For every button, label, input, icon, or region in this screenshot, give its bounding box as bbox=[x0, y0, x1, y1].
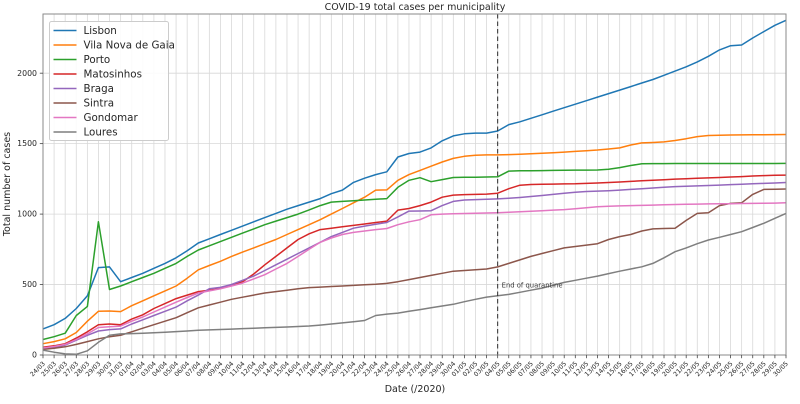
y-tick-label: 1500 bbox=[17, 139, 37, 148]
legend-label: Gondomar bbox=[84, 112, 139, 124]
y-axis-label: Total number of cases bbox=[2, 132, 13, 237]
legend-label: Loures bbox=[84, 127, 118, 139]
series-line-gondomar bbox=[42, 202, 787, 349]
series-line-sintra bbox=[42, 188, 787, 351]
y-tick-label: 1000 bbox=[17, 210, 37, 219]
series-line-vila-nova-de-gaia bbox=[42, 133, 787, 345]
legend-label: Porto bbox=[84, 54, 111, 66]
plot-border bbox=[42, 13, 787, 356]
legend-label: Sintra bbox=[84, 98, 115, 110]
chart-title: COVID-19 total cases per municipality bbox=[325, 2, 506, 13]
series-line-porto bbox=[42, 162, 787, 341]
legend-label: Braga bbox=[84, 83, 114, 95]
x-axis-label: Date (/2020) bbox=[385, 384, 446, 395]
series-line-matosinhos bbox=[42, 174, 787, 349]
legend: Lisbon Vila Nova de Gaia Porto Matosinhos Br… bbox=[49, 21, 175, 141]
legend-label: Lisbon bbox=[84, 25, 117, 37]
y-tick-label: 0 bbox=[32, 351, 37, 360]
legend-box bbox=[49, 21, 169, 141]
series-line-braga bbox=[42, 181, 787, 350]
y-tick-label: 2000 bbox=[17, 69, 37, 78]
y-tick-label: 500 bbox=[22, 280, 37, 289]
legend-label: Matosinhos bbox=[84, 69, 142, 81]
legend-label: Vila Nova de Gaia bbox=[84, 40, 175, 52]
axis-ticks-and-labels: 24/0325/0326/0327/0328/0329/0330/0331/03… bbox=[17, 69, 790, 378]
series-lines bbox=[42, 19, 787, 356]
plot-border-rect bbox=[42, 13, 787, 356]
series-line-loures bbox=[42, 212, 787, 356]
series-line-lisbon bbox=[42, 19, 787, 330]
end-of-quarantine-annotation: End of quarantine bbox=[502, 281, 563, 289]
